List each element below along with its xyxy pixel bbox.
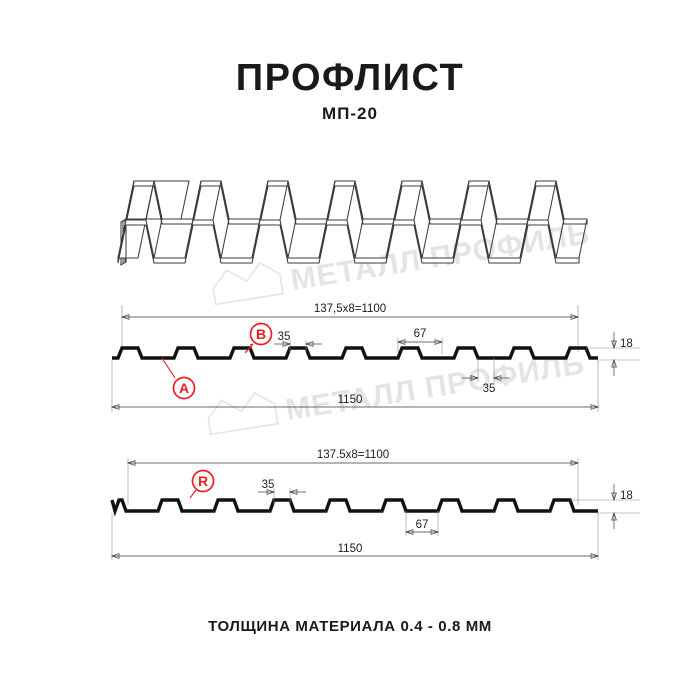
profile-outline-2	[110, 498, 598, 517]
callout-r-label: R	[198, 473, 208, 489]
dim-text-valley-67-a: 67	[414, 328, 427, 340]
dim-text-bottom-width-1: 1150	[338, 394, 363, 406]
callout-a-label: A	[179, 380, 189, 396]
page-title: ПРОФЛИСТ	[235, 57, 465, 99]
dim-rib-bottom-35-a: 35	[462, 358, 510, 395]
dim-text-top-pitch-1: 137,5x8=1100	[314, 303, 386, 315]
dim-text-height-18-a: 18	[620, 338, 633, 350]
callout-b-label: B	[256, 326, 266, 342]
material-thickness-note: ТОЛЩИНА МАТЕРИАЛА 0.4 - 0.8 ММ	[208, 618, 492, 635]
profile-outline-1	[112, 346, 598, 360]
dim-bottom-width-2: 1150	[110, 513, 600, 560]
dim-text-rib-top-35-a: 35	[278, 331, 291, 343]
dim-top-pitch-1: 137,5x8=1100	[120, 303, 580, 352]
page-subtitle: МП-20	[322, 104, 378, 123]
callout-r-circle	[191, 469, 215, 493]
dim-text-rib-bottom-35-a: 35	[483, 383, 496, 395]
dim-valley-67-b: 67	[404, 511, 440, 536]
dim-text-height-18-b: 18	[620, 490, 633, 502]
callout-a: A	[161, 357, 196, 400]
dim-text-top-pitch-2: 137.5x8=1100	[317, 449, 389, 461]
dim-top-pitch-2: 137.5x8=1100	[126, 449, 580, 505]
profiled-sheet-3d	[117, 180, 588, 266]
callout-b: B	[244, 322, 273, 354]
dim-text-bottom-width-2: 1150	[338, 543, 363, 555]
dim-rib-top-35-b: 35	[258, 479, 306, 505]
dim-text-valley-67-b: 67	[416, 519, 429, 531]
dim-valley-67-a: 67	[396, 328, 444, 354]
callout-b-circle	[249, 322, 273, 346]
callout-r: R	[189, 469, 215, 499]
callout-a-circle	[172, 376, 196, 400]
dim-bottom-width-1: 1150	[110, 360, 600, 412]
dim-height-18-a: 18	[586, 332, 640, 376]
dim-height-18-b: 18	[570, 484, 640, 529]
dim-rib-top-35-a: 35	[274, 331, 322, 352]
dim-text-rib-top-35-b: 35	[262, 479, 275, 491]
